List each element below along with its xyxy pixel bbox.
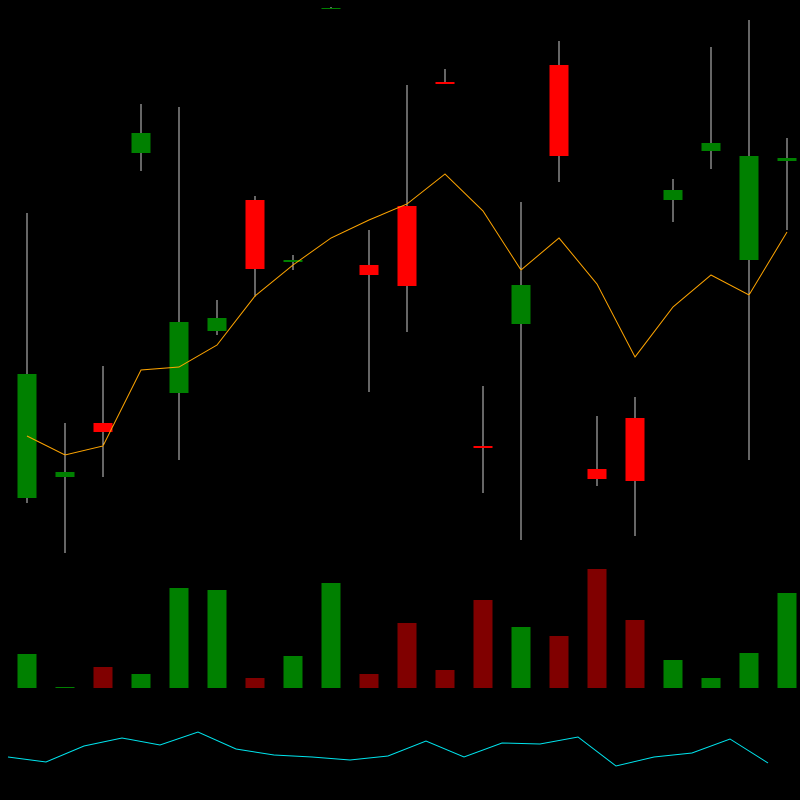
- volume-bar: [511, 627, 531, 688]
- moving-average-line: [26, 173, 788, 456]
- candle-body: [131, 133, 151, 153]
- volume-bar: [663, 660, 683, 688]
- volume-bar: [17, 654, 37, 688]
- volume-bar: [321, 583, 341, 688]
- candle-body: [169, 322, 189, 393]
- volume-bar: [777, 593, 797, 688]
- candle-body: [321, 8, 341, 9]
- volume-bar: [283, 656, 303, 688]
- volume-bar: [55, 687, 75, 688]
- candle-body: [359, 265, 379, 275]
- volume-bar: [397, 623, 417, 688]
- candle-body: [777, 158, 797, 161]
- indicator-line: [7, 731, 769, 767]
- volume-bar: [131, 674, 151, 688]
- candle-body: [663, 190, 683, 200]
- candle-body: [587, 469, 607, 479]
- candle-body: [245, 200, 265, 269]
- volume-bar: [93, 667, 113, 688]
- volume-bar: [359, 674, 379, 688]
- volume-bar: [207, 590, 227, 688]
- volume-bar: [587, 569, 607, 688]
- volume-bar: [473, 600, 493, 688]
- candle-body: [93, 423, 113, 432]
- volume-bar: [245, 678, 265, 688]
- candle-body: [739, 156, 759, 260]
- volume-bar: [701, 678, 721, 688]
- volume-bar: [549, 636, 569, 688]
- volume-bar: [169, 588, 189, 688]
- candle-body: [207, 318, 227, 331]
- candle-body: [55, 472, 75, 477]
- candle-body: [549, 65, 569, 156]
- candle-body: [435, 82, 455, 84]
- candle-body: [625, 418, 645, 481]
- candle-body: [511, 285, 531, 324]
- candle-body: [397, 206, 417, 286]
- volume-bar: [625, 620, 645, 688]
- volume-bar: [739, 653, 759, 688]
- candle-body: [701, 143, 721, 151]
- volume-bar: [435, 670, 455, 688]
- candle-body: [473, 446, 493, 448]
- candle-body: [283, 260, 303, 262]
